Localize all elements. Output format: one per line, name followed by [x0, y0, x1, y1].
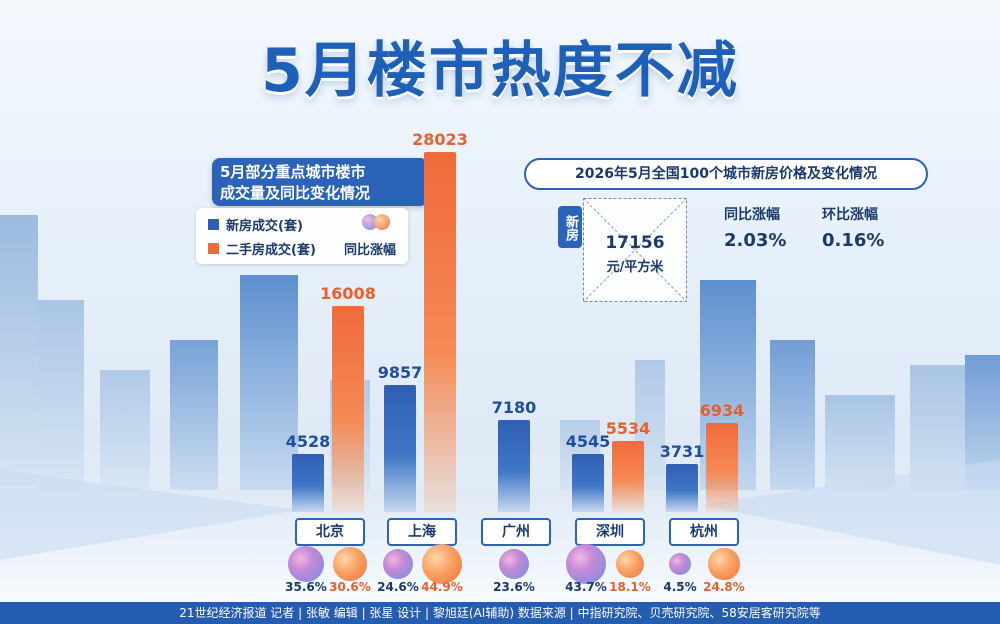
yoy-circle-second-3 [615, 549, 644, 578]
yoy-pct-second-0: 30.6% [329, 580, 371, 594]
city-label-3: 深圳 [575, 518, 645, 546]
bar-label-new-2: 7180 [491, 397, 537, 417]
yoy-pct-new-2: 23.6% [493, 580, 535, 594]
bar-second-3 [612, 440, 644, 512]
legend-title: 5月部分重点城市楼市 成交量及同比变化情况 [220, 163, 371, 202]
yoy-pct-second-3: 18.1% [609, 580, 651, 594]
bar-label-second-3: 5534 [605, 418, 651, 438]
yoy-pct-new-0: 35.6% [285, 580, 327, 594]
bar-new-0 [292, 453, 324, 512]
city-label-4: 杭州 [669, 518, 739, 546]
legend-new-label: 新房成交(套) [226, 219, 303, 234]
yoy-circle-second-1 [422, 544, 462, 584]
bar-new-3 [572, 453, 604, 512]
city-label-2: 广州 [481, 518, 551, 546]
bar-label-new-4: 3731 [659, 442, 705, 462]
legend-yoy-label: 同比涨幅 [344, 243, 397, 258]
yoy-circle-second-0 [333, 547, 367, 581]
bar-label-new-0: 4528 [285, 431, 331, 451]
yoy-pct-second-1: 44.9% [421, 580, 463, 594]
second-swatch [208, 243, 219, 254]
yoy-circle-new-4 [669, 553, 691, 575]
yoy-circle-new-2 [498, 548, 530, 580]
bar-second-4 [706, 422, 738, 512]
yoy-circle-second-4 [708, 548, 740, 580]
bar-label-new-1: 9857 [377, 363, 423, 383]
bar-label-second-1: 28023 [412, 130, 468, 149]
page-title: 5月楼市热度不减 [261, 36, 739, 106]
mom-label: 环比涨幅 [822, 207, 878, 223]
bar-label-second-4: 6934 [699, 400, 745, 420]
yoy-circle-new-1 [382, 548, 414, 580]
yoy-value: 2.03% [724, 230, 787, 251]
legend: 新房成交(套) 二手房成交(套) 同比涨幅 [196, 208, 408, 264]
yoy-circle-new-3 [566, 544, 606, 584]
yoy-pct-new-1: 24.6% [377, 580, 419, 594]
bar-second-1 [424, 152, 456, 512]
yoy-pct-new-4: 4.5% [663, 580, 697, 594]
yoy-circle-new-0 [288, 546, 324, 582]
price-box-diagonals [583, 198, 687, 302]
city-label-0: 北京 [295, 518, 365, 546]
yoy-pct-second-4: 24.8% [703, 580, 745, 594]
bar-label-new-3: 4545 [565, 431, 611, 451]
legend-second-label: 二手房成交(套) [226, 243, 316, 258]
bar-label-second-0: 16008 [320, 284, 376, 304]
bar-new-4 [666, 464, 698, 512]
footer-credits: 21世纪经济报道 记者 | 张敏 编辑 | 张星 设计 | 黎旭廷(AI辅助) … [0, 602, 1000, 624]
yoy-second-dot-icon [374, 214, 390, 230]
new-house-tag: 新房 [558, 206, 582, 248]
national-title: 2026年5月全国100个城市新房价格及变化情况 [524, 158, 928, 190]
national-price: 17156 [605, 233, 665, 253]
yoy-label: 同比涨幅 [724, 207, 780, 223]
bar-new-2 [498, 419, 530, 512]
bar-new-1 [384, 385, 416, 512]
city-label-1: 上海 [387, 518, 457, 546]
legend-title-box [212, 158, 428, 206]
national-price-unit: 元/平方米 [606, 260, 664, 275]
new-swatch [208, 219, 219, 230]
yoy-pct-new-3: 43.7% [565, 580, 607, 594]
bar-second-0 [332, 306, 364, 512]
mom-value: 0.16% [822, 230, 885, 251]
